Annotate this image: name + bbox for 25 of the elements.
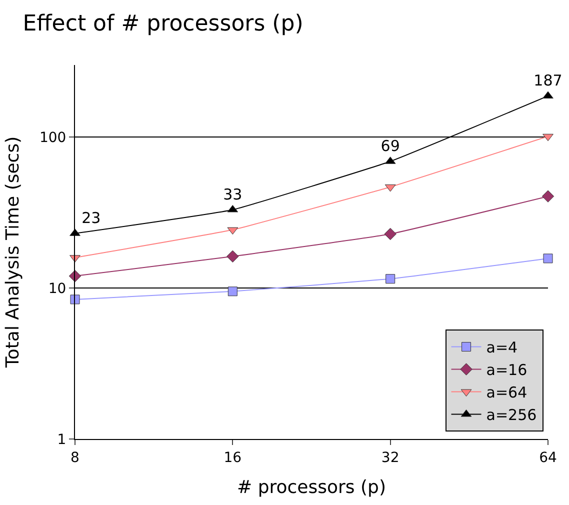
chart-title: Effect of # processors (p) <box>22 12 304 37</box>
point <box>542 190 554 202</box>
y-tick-label: 100 <box>39 130 66 146</box>
legend-label: a=256 <box>486 406 537 424</box>
legend-label: a=64 <box>486 384 528 402</box>
point <box>384 228 396 240</box>
y-tick-label: 10 <box>48 280 66 297</box>
x-tick-label: 8 <box>70 450 80 466</box>
point <box>70 294 80 304</box>
data-label: 187 <box>534 72 562 90</box>
y-tick-label: 1 <box>57 432 66 448</box>
legend-label: a=16 <box>486 361 528 380</box>
x-tick-label: 64 <box>539 450 557 466</box>
x-axis-title: # processors (p) <box>237 476 386 498</box>
point <box>543 254 553 264</box>
legend-label: a=4 <box>486 338 518 357</box>
point <box>386 274 396 284</box>
x-tick-label: 32 <box>381 450 400 466</box>
y-axis-title: Total Analysis Time (secs) <box>2 136 24 369</box>
data-label: 23 <box>82 209 101 228</box>
data-label: 33 <box>223 185 242 204</box>
point <box>226 250 239 262</box>
x-tick-label: 16 <box>224 450 242 466</box>
data-label: 69 <box>380 136 400 155</box>
point <box>228 286 238 296</box>
